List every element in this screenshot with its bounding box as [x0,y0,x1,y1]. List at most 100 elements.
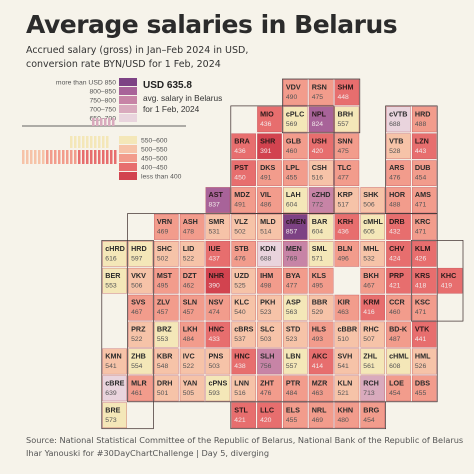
district-value: 436 [260,121,272,128]
district-value: 503 [209,363,221,370]
district-tile [334,106,360,133]
district-code: PST [234,163,249,172]
district-tile [334,321,360,348]
district-cell: cHRD 616 [102,241,127,267]
district-tile [283,375,308,402]
district-tile [360,321,385,348]
legend-label-below: 550–600 [141,138,168,145]
district-value: 569 [286,121,298,128]
district-code: KMN [105,352,121,361]
district-cell: BKH 467 [360,267,385,294]
district-value: 432 [389,229,401,236]
district-value: 493 [312,336,324,343]
distribution-tick [30,150,33,164]
district-code: PRZ [131,325,146,334]
district-code: BRG [363,405,379,414]
district-cell: HNC 438 [231,348,256,375]
district-code: cZHD [312,190,331,199]
district-tile [257,133,282,160]
district-value: 419 [441,282,453,289]
district-code: ARS [389,163,404,172]
district-value: 491 [234,202,246,209]
district-cell: PRP 421 [386,267,411,294]
district-code: KBR [157,352,173,361]
district-code: TLC [338,163,352,172]
district-code: KRH [338,217,354,226]
district-value: 532 [363,255,375,262]
district-tile [179,321,205,348]
district-tile [308,241,334,267]
district-cell: PNS 503 [205,348,231,375]
district-tile [154,267,179,294]
legend-label-below: 500–550 [141,147,168,154]
legend-swatch-below [119,163,137,171]
district-value: 460 [286,148,298,155]
district-code: KRS [415,271,430,280]
district-cell: AMS 471 [412,187,437,213]
district-value: 457 [183,309,195,316]
district-tile [412,294,437,321]
district-code: KLN [338,378,353,387]
district-cell: cBBR 510 [334,321,360,348]
district-cell: cMHL 605 [360,214,385,240]
district-cell: NRL 469 [308,402,334,429]
district-value: 484 [286,390,298,397]
district-code: SHM [338,83,354,92]
district-code: NSV [209,298,224,307]
district-code: BKH [363,271,379,280]
district-cell: KDN 688 [257,241,282,267]
district-cell: HML 526 [412,348,437,375]
district-tile [386,106,411,133]
district-cell: KRM 416 [360,294,385,321]
district-value: 756 [260,363,272,370]
distribution-tick [54,150,57,164]
district-value: 462 [183,282,195,289]
district-code: cBRS [234,325,253,334]
district-value: 528 [389,148,401,155]
district-value: 506 [363,202,375,209]
district-tile [386,294,411,321]
district-tile [334,348,360,375]
district-cell: HRD 488 [412,106,437,133]
district-tile [231,348,256,375]
district-cell: ZLV 457 [154,294,179,321]
district-tile [334,133,360,160]
district-cell: ASH 478 [179,214,205,240]
district-tile [283,106,308,133]
district-cell: KBR 548 [154,348,179,375]
district-code: KLC [234,298,249,307]
district-tile [412,267,437,294]
district-cell: UZD 525 [231,267,256,294]
district-code: MST [157,271,173,280]
district-tile [412,375,437,402]
district-tile [308,321,334,348]
district-value: 541 [338,363,350,370]
distribution-tick [86,136,89,148]
distribution-tick [62,150,65,164]
district-value: 557 [338,121,350,128]
district-cell: HLS 493 [308,321,334,348]
legend-label-above: 800–850 [90,89,117,96]
district-cell: VRN 469 [154,214,179,240]
district-tile [308,133,334,160]
distribution-tick [90,136,93,148]
district-code: SML [312,244,328,253]
district-cell: BRG 454 [360,402,385,429]
district-tile [386,187,411,213]
district-value: 420 [260,417,272,424]
district-tile [283,267,308,294]
district-value: 488 [415,121,427,128]
district-tile [128,294,153,321]
district-tile [257,348,282,375]
district-code: BER [105,271,121,280]
district-value: 476 [389,175,401,182]
district-cell: HOR 488 [386,187,411,213]
district-code: LNN [234,378,249,387]
distribution-tick [82,136,85,148]
district-cell: YAN 505 [179,375,205,402]
district-value: 477 [286,282,298,289]
district-tile [231,375,256,402]
district-code: BAR [312,217,328,226]
district-cell: LKH 484 [179,321,205,348]
district-code: RSN [312,83,327,92]
